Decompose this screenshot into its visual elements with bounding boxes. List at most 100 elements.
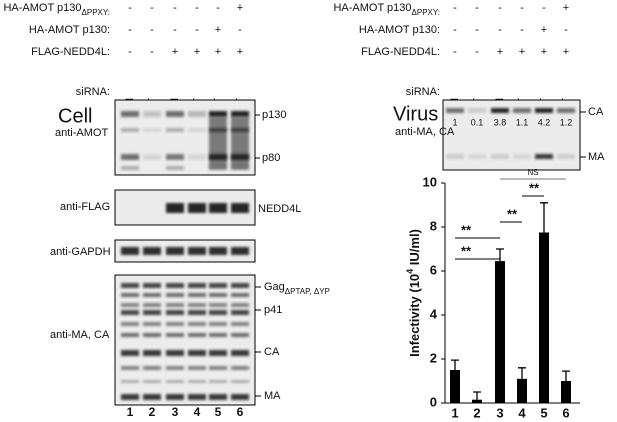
band xyxy=(231,166,249,170)
marker-label: CA xyxy=(588,106,604,118)
band xyxy=(209,322,227,326)
quantification: 0.1 xyxy=(471,117,484,127)
band xyxy=(231,154,249,160)
band xyxy=(209,293,227,297)
marker-label: MA xyxy=(264,390,281,402)
band xyxy=(231,283,249,288)
band xyxy=(231,333,249,337)
band xyxy=(188,310,206,315)
marker-label: NEDD4L xyxy=(258,203,301,215)
condition-sign: - xyxy=(520,24,524,36)
condition-sign: + xyxy=(215,46,221,58)
bar xyxy=(450,370,460,403)
y-axis-label-part: IU/ml) xyxy=(407,229,422,269)
bar xyxy=(495,261,505,403)
condition-sign: - xyxy=(195,24,199,36)
condition-sign: - xyxy=(475,24,479,36)
band xyxy=(231,303,249,307)
antibody-label: anti-MA, CA xyxy=(395,126,455,138)
band xyxy=(166,293,184,297)
antibody-label: anti-AMOT xyxy=(55,127,108,139)
band xyxy=(513,108,531,113)
error-bar xyxy=(473,391,481,400)
condition-sign: + xyxy=(563,46,569,58)
band xyxy=(491,154,509,159)
band xyxy=(143,333,161,337)
error-bar xyxy=(540,202,548,233)
band xyxy=(209,394,227,400)
significance-label: ** xyxy=(461,243,472,258)
marker-label-main: MA xyxy=(588,151,605,163)
condition-sign: - xyxy=(238,24,242,36)
band xyxy=(209,333,227,337)
band xyxy=(143,380,161,383)
band xyxy=(121,293,139,297)
condition-label-main: HA-AMOT p130: xyxy=(29,24,110,36)
bar xyxy=(517,378,527,403)
band xyxy=(143,366,161,370)
band xyxy=(188,322,206,326)
marker-label-subscript: ΔPTAP, ΔYP xyxy=(285,287,330,296)
quantification: 1.2 xyxy=(560,117,573,127)
band xyxy=(143,111,161,117)
band xyxy=(557,154,575,159)
condition-label-main: HA-AMOT p130 xyxy=(333,2,411,14)
band xyxy=(143,394,161,400)
quantification: 1 xyxy=(452,117,457,127)
band xyxy=(231,128,249,132)
band xyxy=(143,154,161,160)
band xyxy=(188,366,206,370)
blot xyxy=(114,239,256,263)
band xyxy=(143,293,161,297)
band xyxy=(188,111,206,117)
y-tick-label: 8 xyxy=(430,218,437,233)
band xyxy=(188,394,206,400)
condition-sign: + xyxy=(519,46,525,58)
band xyxy=(166,380,184,383)
marker-label-main: Gag xyxy=(264,281,285,293)
band xyxy=(446,154,464,159)
band xyxy=(231,322,249,326)
marker-label-main: p41 xyxy=(264,304,282,316)
significance-label: ** xyxy=(461,222,472,237)
condition-sign: - xyxy=(150,2,154,14)
band xyxy=(231,203,249,213)
y-tick-label: 6 xyxy=(430,262,437,277)
significance-label: ** xyxy=(507,206,518,221)
band xyxy=(231,293,249,297)
condition-sign: - xyxy=(475,2,479,14)
band xyxy=(209,154,227,160)
band xyxy=(209,283,227,288)
condition-sign: - xyxy=(128,2,132,14)
band xyxy=(143,247,161,255)
marker-label: p41 xyxy=(264,304,282,316)
condition-sign: + xyxy=(194,46,200,58)
bar xyxy=(561,381,571,403)
condition-sign: - xyxy=(128,46,132,58)
condition-sign: - xyxy=(453,2,457,14)
marker-label-main: MA xyxy=(264,390,281,402)
y-tick-label: 4 xyxy=(430,306,438,321)
band xyxy=(209,247,227,255)
band xyxy=(166,303,184,307)
band xyxy=(121,366,139,370)
band xyxy=(188,350,206,356)
band xyxy=(121,111,139,117)
marker-label-main: p80 xyxy=(262,152,280,164)
condition-sign: + xyxy=(541,46,547,58)
x-tick-label: 1 xyxy=(451,405,458,420)
condition-sign: + xyxy=(497,46,503,58)
band xyxy=(143,322,161,326)
condition-sign: - xyxy=(128,24,132,36)
x-tick-label: 3 xyxy=(496,405,503,420)
band xyxy=(143,350,161,356)
band xyxy=(209,310,227,315)
condition-sign: - xyxy=(564,24,568,36)
marker-label: p130 xyxy=(262,109,286,121)
bar xyxy=(472,399,482,403)
band xyxy=(209,350,227,356)
band xyxy=(121,154,139,160)
band xyxy=(188,293,206,297)
y-tick-label: 10 xyxy=(423,174,437,189)
